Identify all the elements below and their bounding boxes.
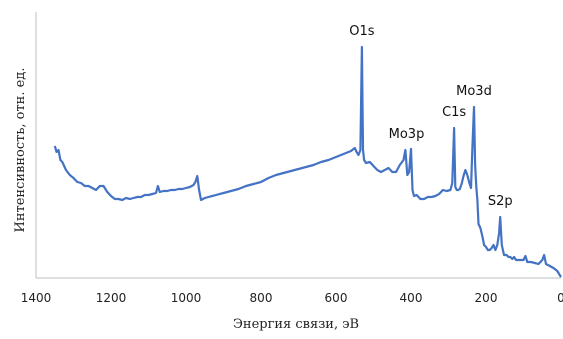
peak-label: Mo3p	[389, 127, 425, 142]
x-tick-label: 0	[557, 291, 563, 305]
x-tick-label: 800	[250, 291, 273, 305]
series-layer	[53, 45, 562, 278]
peak-label: S2p	[488, 194, 513, 209]
y-axis-title: Интенсивность, отн. ед.	[13, 68, 28, 233]
axes	[35, 12, 561, 279]
x-tick-label: 1200	[96, 291, 127, 305]
x-tick-label: 1000	[171, 291, 202, 305]
peak-label: C1s	[442, 105, 466, 120]
x-tick-label: 1400	[21, 291, 52, 305]
x-tick-label: 400	[400, 291, 423, 305]
peak-annotations: O1s Mo3p C1s Mo3d S2p	[349, 24, 512, 209]
x-tick-label: 600	[325, 291, 348, 305]
spectrum-line	[53, 45, 562, 278]
peak-label: Mo3d	[456, 84, 492, 99]
peak-label: O1s	[349, 24, 375, 39]
x-tick-labels: 1400 1200 1000 800 600 400 200 0	[21, 291, 563, 305]
x-axis-title: Энергия связи, эВ	[233, 317, 359, 332]
x-tick-label: 200	[475, 291, 498, 305]
